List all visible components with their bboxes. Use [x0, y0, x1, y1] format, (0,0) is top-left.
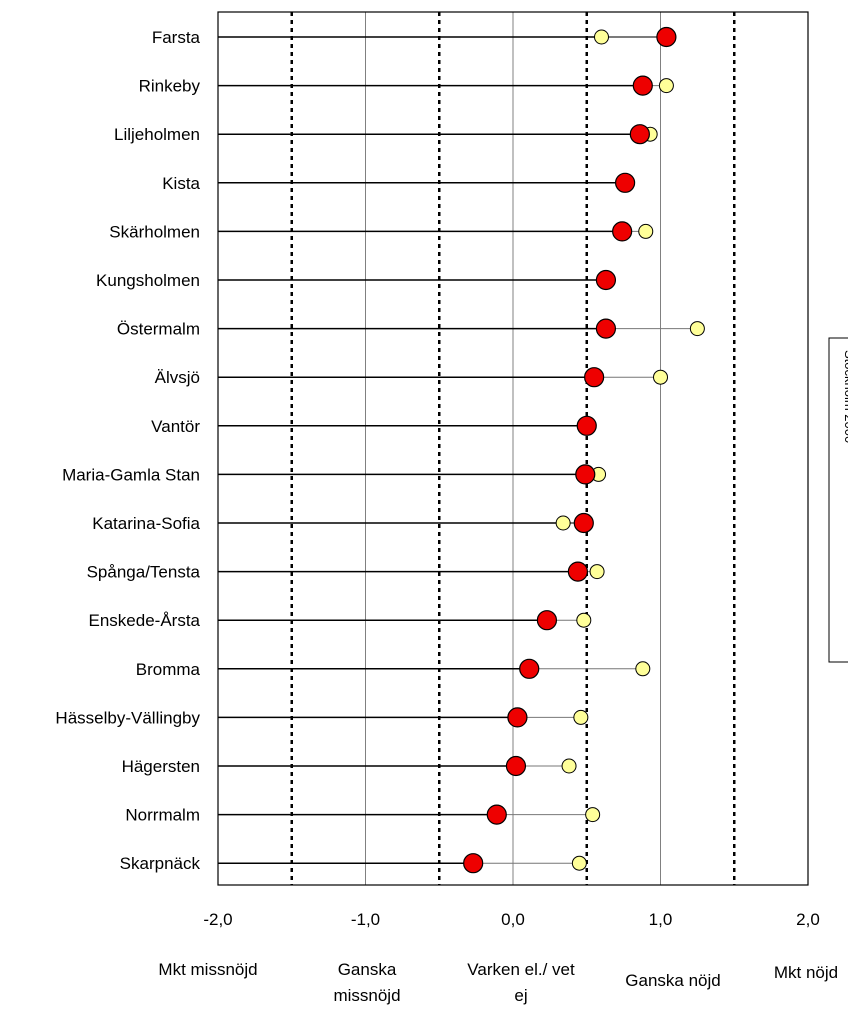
yellow-marker	[561, 758, 577, 774]
category-label: Kista	[162, 174, 200, 193]
category-label: Katarina-Sofia	[92, 514, 200, 533]
scale-label: Mkt nöjd	[774, 963, 838, 982]
yellow-marker	[573, 709, 589, 725]
red-marker	[595, 318, 617, 339]
legend-label: Stockholm 2000	[842, 350, 848, 443]
yellow-marker	[555, 515, 571, 531]
category-label: Hässelby-Vällingby	[55, 708, 200, 727]
category-label: Norrmalm	[125, 806, 200, 825]
red-marker	[612, 221, 633, 242]
red-marker	[576, 415, 597, 436]
scale-label: ej	[514, 986, 527, 1005]
category-label: Hägersten	[122, 757, 200, 776]
yellow-marker	[589, 564, 605, 580]
yellow-marker	[635, 661, 651, 677]
category-label: Rinkeby	[139, 77, 201, 96]
red-marker	[575, 464, 596, 485]
category-label: Älvsjö	[155, 368, 200, 387]
category-label: Kungsholmen	[96, 271, 200, 290]
category-label: Skarpnäck	[120, 854, 201, 873]
legend-box	[828, 337, 848, 663]
category-label: Liljeholmen	[114, 125, 200, 144]
legend: Stockholm 2000	[828, 337, 848, 663]
yellow-marker	[585, 807, 601, 823]
category-label: Vantör	[151, 417, 200, 436]
scale-label: Varken el./ vet	[467, 960, 575, 979]
data-markers	[463, 26, 705, 874]
category-label: Bromma	[136, 660, 201, 679]
red-marker	[573, 512, 594, 534]
category-label: Maria-Gamla Stan	[62, 465, 200, 484]
yellow-marker	[576, 612, 592, 628]
red-marker	[614, 172, 636, 193]
red-marker	[632, 75, 653, 96]
scale-label: Ganska nöjd	[625, 971, 720, 990]
yellow-marker	[638, 223, 654, 239]
yellow-marker	[658, 78, 674, 94]
red-marker	[656, 26, 677, 48]
red-marker	[505, 755, 527, 777]
x-tick-label: 2,0	[796, 910, 820, 929]
gridlines	[217, 12, 809, 885]
yellow-marker	[571, 855, 587, 871]
plot-area-frame	[217, 11, 809, 886]
scale-label: missnöjd	[333, 986, 400, 1005]
category-label: Farsta	[152, 28, 201, 47]
category-label: Skärholmen	[109, 222, 200, 241]
satisfaction-scale-labels: Mkt missnöjd Ganska missnöjd Varken el./ ve…	[158, 960, 838, 1005]
category-labels: Farsta Rinkeby Liljeholmen Kista Skärholmen K…	[55, 28, 200, 873]
x-axis-ticks: -2,0 -1,0 0,0 1,0 2,0	[203, 910, 819, 929]
category-stems	[218, 36, 698, 864]
red-marker	[584, 367, 605, 388]
x-tick-label: 0,0	[501, 910, 525, 929]
scale-label: Ganska	[338, 960, 397, 979]
red-marker	[519, 658, 540, 679]
red-marker	[486, 804, 507, 825]
red-marker	[595, 269, 617, 291]
x-tick-label: -2,0	[203, 910, 232, 929]
x-tick-label: 1,0	[649, 910, 673, 929]
red-marker	[567, 561, 589, 582]
yellow-marker	[653, 369, 668, 385]
red-marker	[629, 124, 650, 145]
category-label: Enskede-Årsta	[89, 611, 201, 630]
red-marker	[507, 707, 528, 728]
dashed-reference-lines	[290, 12, 736, 885]
red-marker	[463, 853, 484, 874]
yellow-marker	[594, 29, 609, 45]
category-label: Östermalm	[117, 320, 200, 339]
scale-label: Mkt missnöjd	[158, 960, 257, 979]
x-tick-label: -1,0	[351, 910, 380, 929]
category-label: Spånga/Tensta	[87, 563, 201, 582]
red-marker	[536, 610, 558, 631]
yellow-marker	[689, 321, 705, 337]
